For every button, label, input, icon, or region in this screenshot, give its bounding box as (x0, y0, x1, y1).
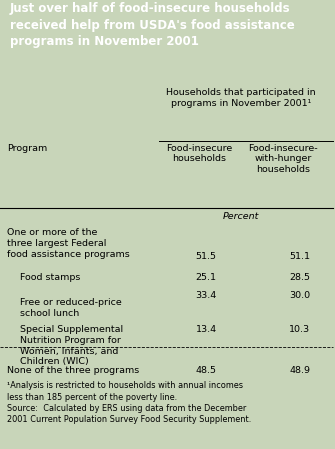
Text: 28.5: 28.5 (289, 273, 310, 282)
Text: 30.0: 30.0 (289, 291, 311, 299)
Text: Food stamps: Food stamps (20, 273, 80, 282)
Text: Food-insecure
households: Food-insecure households (166, 144, 232, 163)
Text: 10.3: 10.3 (289, 325, 311, 334)
Text: One or more of the
three largest Federal
food assistance programs: One or more of the three largest Federal… (7, 228, 129, 259)
Text: Special Supplemental
Nutrition Program for
Women, Infants, and
Children (WIC): Special Supplemental Nutrition Program f… (20, 325, 123, 366)
Text: 25.1: 25.1 (196, 273, 216, 282)
Text: None of the three programs: None of the three programs (7, 366, 139, 375)
Text: 51.5: 51.5 (196, 252, 216, 261)
Text: ¹Analysis is restricted to households with annual incomes
less than 185 percent : ¹Analysis is restricted to households wi… (7, 382, 251, 424)
Text: Percent: Percent (223, 212, 259, 221)
Text: 13.4: 13.4 (195, 325, 217, 334)
Text: Free or reduced-price
school lunch: Free or reduced-price school lunch (20, 298, 122, 318)
Text: Households that participated in
programs in November 2001¹: Households that participated in programs… (166, 88, 316, 108)
Text: Food-insecure-
with-hunger
households: Food-insecure- with-hunger households (248, 144, 318, 174)
Text: 48.9: 48.9 (289, 366, 310, 375)
Text: 33.4: 33.4 (195, 291, 217, 299)
Text: Program: Program (7, 144, 47, 153)
Text: Just over half of food-insecure households
received help from USDA's food assist: Just over half of food-insecure househol… (10, 3, 295, 48)
Text: 51.1: 51.1 (289, 252, 310, 261)
Text: 48.5: 48.5 (196, 366, 216, 375)
